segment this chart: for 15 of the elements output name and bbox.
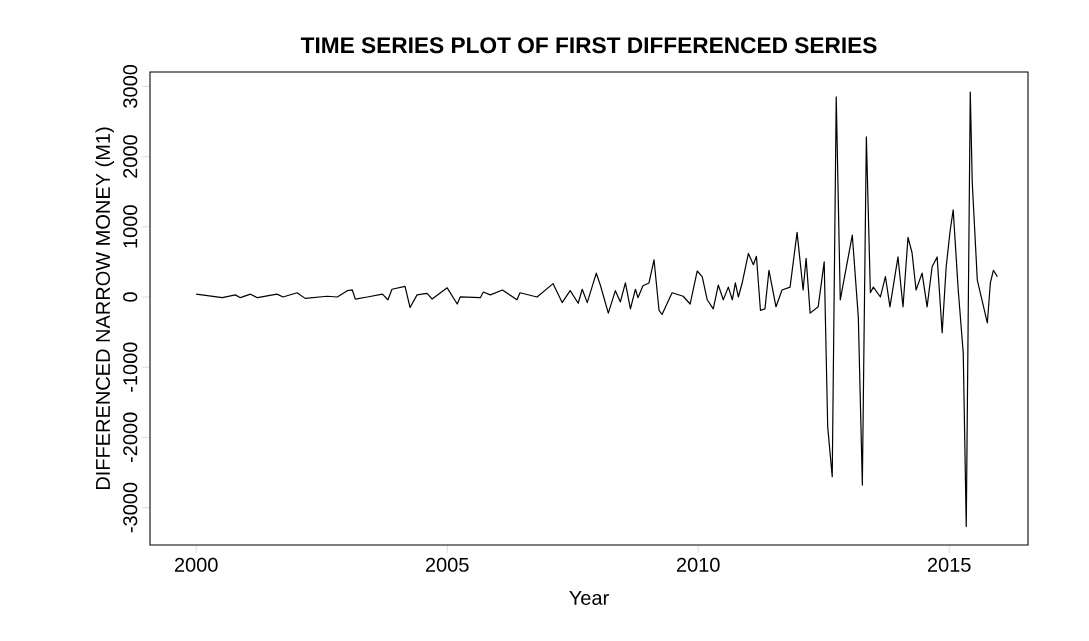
y-tick-label: 0 xyxy=(123,292,138,302)
x-tick-label: 2010 xyxy=(676,557,720,572)
y-tick-label: -3000 xyxy=(123,482,138,533)
x-axis-title: Year xyxy=(569,591,609,605)
x-tick-label: 2015 xyxy=(927,557,971,572)
x-tick-label: 2000 xyxy=(174,557,218,572)
y-tick-label: 1000 xyxy=(123,205,138,248)
y-axis-title: DIFFERENCED NARROW MONEY (M1) xyxy=(95,127,114,490)
y-tick-label: -2000 xyxy=(123,412,138,463)
x-tick-label: 2005 xyxy=(425,557,469,572)
line-series xyxy=(195,91,998,528)
y-tick-label: 3000 xyxy=(123,64,138,108)
chart-title: TIME SERIES PLOT OF FIRST DIFFERENCED SERIES xyxy=(300,37,877,54)
y-tick-label: -1000 xyxy=(123,342,138,392)
y-tick-label: 2000 xyxy=(123,135,138,178)
